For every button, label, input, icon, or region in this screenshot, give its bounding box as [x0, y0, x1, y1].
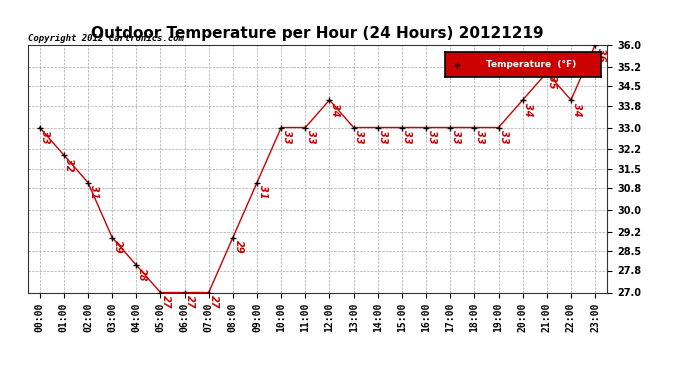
Text: 33: 33 [402, 130, 413, 144]
Text: 34: 34 [571, 103, 582, 116]
Text: 27: 27 [185, 295, 195, 309]
Text: 33: 33 [451, 130, 461, 144]
Text: 31: 31 [88, 185, 99, 199]
Text: 33: 33 [378, 130, 388, 144]
Text: 33: 33 [475, 130, 485, 144]
Text: 27: 27 [209, 295, 219, 309]
Text: 27: 27 [161, 295, 171, 309]
Text: 31: 31 [257, 185, 268, 199]
Text: 32: 32 [64, 158, 75, 171]
Text: 33: 33 [499, 130, 509, 144]
Text: 33: 33 [354, 130, 364, 144]
Text: 34: 34 [330, 103, 340, 116]
Text: 35: 35 [547, 75, 558, 89]
Text: 33: 33 [40, 130, 50, 144]
Text: 36: 36 [595, 48, 606, 61]
Text: 34: 34 [523, 103, 533, 116]
Text: 29: 29 [233, 240, 244, 254]
Text: 33: 33 [306, 130, 316, 144]
Title: Outdoor Temperature per Hour (24 Hours) 20121219: Outdoor Temperature per Hour (24 Hours) … [91, 26, 544, 41]
Text: 33: 33 [282, 130, 292, 144]
Text: Copyright 2012 Cartronics.com: Copyright 2012 Cartronics.com [28, 33, 184, 42]
Text: 29: 29 [112, 240, 123, 254]
Text: 28: 28 [137, 268, 147, 281]
Text: 33: 33 [426, 130, 437, 144]
